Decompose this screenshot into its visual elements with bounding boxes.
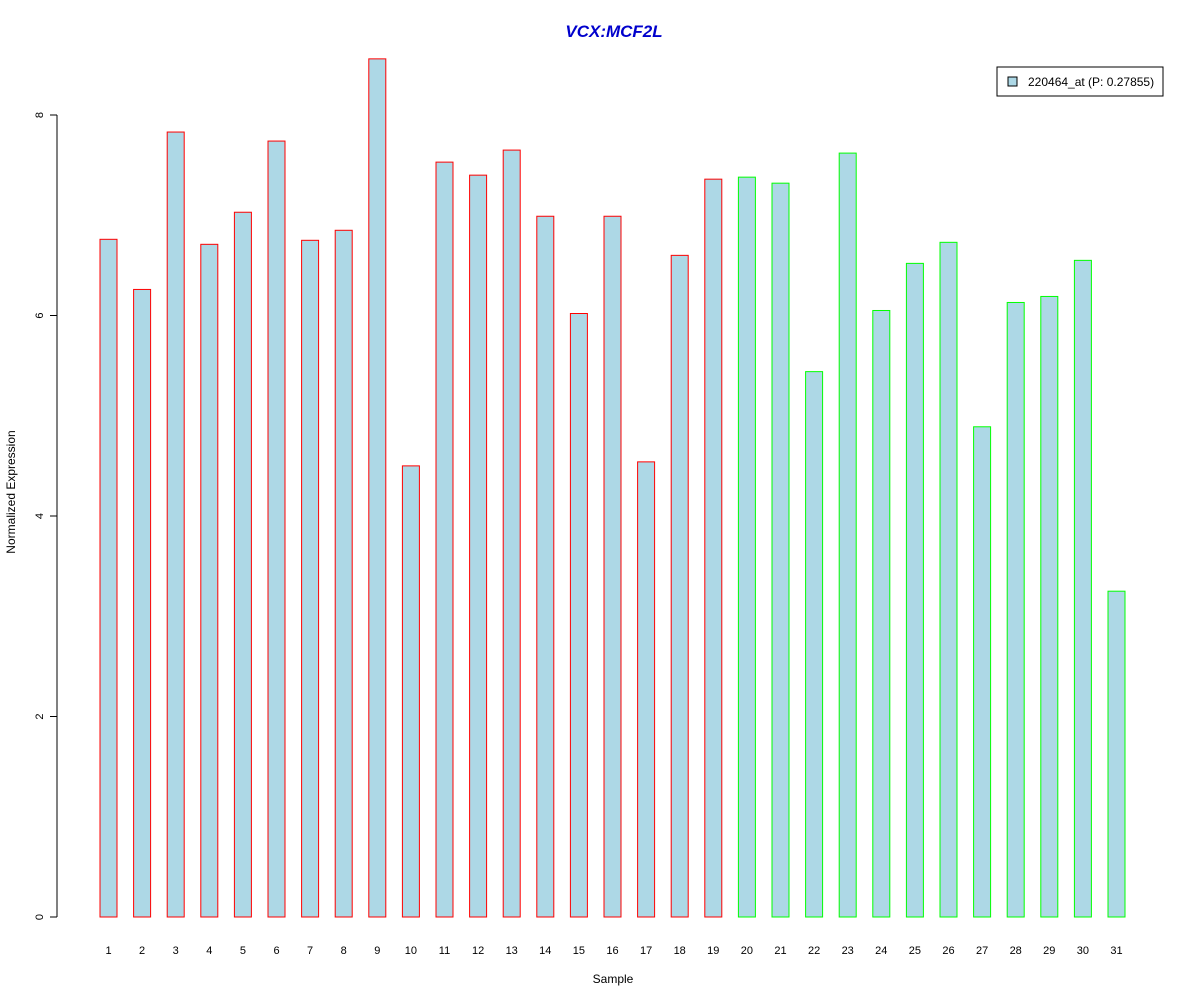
bar-sample-26	[939, 241, 958, 918]
x-tick-label-31: 31	[1110, 945, 1122, 957]
bars	[99, 58, 1126, 918]
legend-box	[996, 66, 1164, 97]
bar-sample-7	[301, 239, 320, 918]
y-tick-label: 4	[34, 513, 46, 519]
x-tick-label-2: 2	[139, 945, 145, 957]
bar-sample-19	[704, 178, 723, 918]
bar-sample-18	[670, 254, 689, 918]
x-tick-label-16: 16	[606, 945, 618, 957]
bar-sample-12	[469, 174, 488, 918]
bar-sample-25	[905, 262, 924, 918]
bar-sample-9	[368, 58, 387, 918]
bar-sample-10	[401, 465, 420, 918]
bar-sample-1	[99, 238, 118, 918]
bar-sample-31	[1107, 590, 1126, 918]
bar-sample-22	[805, 371, 824, 918]
x-tick-label-22: 22	[808, 945, 820, 957]
bar-sample-23	[838, 152, 857, 918]
legend: 220464_at (P: 0.27855)	[996, 66, 1164, 97]
x-tick-label-19: 19	[707, 945, 719, 957]
bar-sample-3	[166, 131, 185, 918]
x-tick-label-24: 24	[875, 945, 887, 957]
x-tick-label-1: 1	[105, 945, 111, 957]
bar-sample-8	[334, 229, 353, 918]
x-tick-label-6: 6	[273, 945, 279, 957]
bar-sample-30	[1073, 259, 1092, 918]
y-tick-label: 8	[34, 112, 46, 118]
y-axis-label: Normalized Expression	[4, 430, 18, 553]
x-tick-label-9: 9	[374, 945, 380, 957]
x-axis-label: Sample	[593, 972, 634, 986]
x-tick-label-3: 3	[173, 945, 179, 957]
x-tick-label-13: 13	[506, 945, 518, 957]
bar-sample-28	[1006, 301, 1025, 918]
bar-sample-29	[1040, 295, 1059, 918]
y-axis: 0 2 4 6 8	[34, 112, 58, 920]
x-tick-labels: 1 2 3 4 5 6 7 8 9 10 11 12 13 14 15 16 17 18 19 20 21 22 23 24 2…	[105, 945, 1122, 957]
legend-swatch	[1007, 76, 1018, 87]
x-tick-label-8: 8	[341, 945, 347, 957]
bar-sample-24	[872, 309, 891, 918]
bar-sample-5	[233, 211, 252, 918]
bar-sample-17	[637, 461, 656, 918]
y-tick-label: 2	[34, 713, 46, 719]
x-tick-label-26: 26	[942, 945, 954, 957]
x-tick-label-29: 29	[1043, 945, 1055, 957]
x-tick-label-4: 4	[206, 945, 212, 957]
bar-sample-11	[435, 161, 454, 918]
y-tick-label: 6	[34, 312, 46, 318]
x-tick-label-12: 12	[472, 945, 484, 957]
bar-sample-6	[267, 140, 286, 918]
bar-sample-13	[502, 149, 521, 918]
x-tick-label-21: 21	[774, 945, 786, 957]
x-tick-label-18: 18	[674, 945, 686, 957]
x-tick-label-11: 11	[439, 945, 450, 957]
bar-sample-27	[973, 426, 992, 918]
x-tick-label-5: 5	[240, 945, 246, 957]
bar-sample-15	[569, 313, 588, 918]
x-tick-label-28: 28	[1010, 945, 1022, 957]
bar-sample-14	[536, 215, 555, 918]
x-tick-label-14: 14	[539, 945, 551, 957]
x-tick-label-17: 17	[640, 945, 652, 957]
bar-sample-4	[200, 243, 219, 918]
x-tick-label-20: 20	[741, 945, 753, 957]
chart-title: VCX:MCF2L	[565, 22, 662, 41]
x-tick-label-10: 10	[405, 945, 417, 957]
bar-sample-16	[603, 215, 622, 918]
x-tick-label-23: 23	[842, 945, 854, 957]
x-tick-label-27: 27	[976, 945, 988, 957]
x-tick-label-30: 30	[1077, 945, 1089, 957]
x-tick-label-7: 7	[307, 945, 313, 957]
bar-sample-21	[771, 182, 790, 918]
x-tick-label-25: 25	[909, 945, 921, 957]
bar-sample-20	[737, 176, 756, 918]
y-tick-label: 0	[34, 914, 46, 920]
legend-label: 220464_at (P: 0.27855)	[1028, 75, 1154, 89]
bar-sample-2	[133, 288, 152, 918]
x-tick-label-15: 15	[573, 945, 585, 957]
